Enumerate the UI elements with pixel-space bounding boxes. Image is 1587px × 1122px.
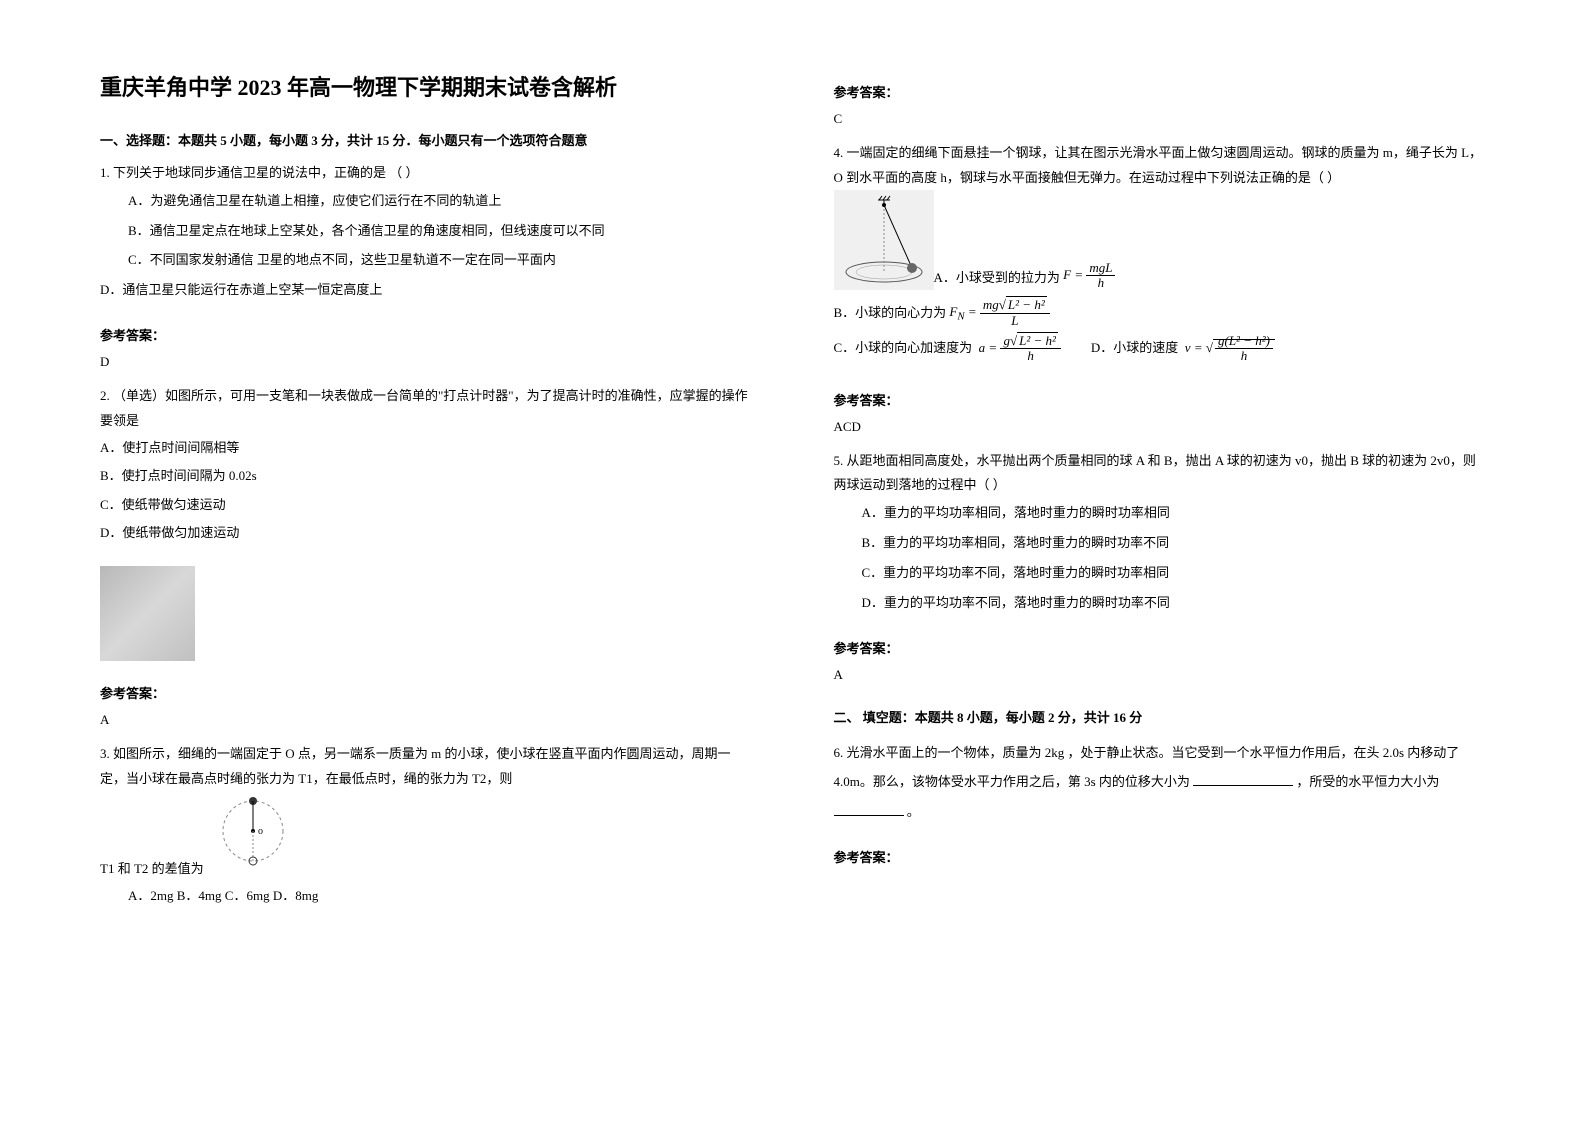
q4-option-b-text: B．小球的向心力为 (834, 301, 947, 324)
q4-row-b: B．小球的向心力为 FN = mg√L² − h²L (834, 298, 1488, 328)
q3-answer-label: 参考答案： (834, 82, 1488, 101)
q5-answer-label: 参考答案： (834, 638, 1488, 657)
question-5: 5. 从距地面相同高度处，水平抛出两个质量相同的球 A 和 B，抛出 A 球的初… (834, 449, 1488, 618)
page-title: 重庆羊角中学 2023 年高一物理下学期期末试卷含解析 (100, 70, 754, 102)
q4-option-c-text: C．小球的向心加速度为 (834, 340, 973, 355)
q6-part3: 。 (907, 804, 920, 819)
q1-option-a: A．为避免通信卫星在轨道上相撞，应使它们运行在不同的轨道上 (128, 186, 754, 216)
q2-answer-label: 参考答案： (100, 683, 754, 702)
right-column: 参考答案： C 4. 一端固定的细绳下面悬挂一个钢球，让其在图示光滑水平面上做匀… (834, 70, 1488, 1052)
section1-heading: 一、选择题：本题共 5 小题，每小题 3 分，共计 15 分．每小题只有一个选项… (100, 130, 754, 149)
q1-answer: D (100, 354, 754, 370)
question-6: 6. 光滑水平面上的一个物体，质量为 2kg ，处于静止状态。当它受到一个水平恒… (834, 738, 1488, 828)
q2-option-b: B．使打点时间间隔为 0.02s (100, 462, 754, 491)
question-3: 3. 如图所示，细绳的一端固定于 O 点，另一端系一质量为 m 的小球，使小球在… (100, 742, 754, 911)
q6-part2: ，所受的水平恒力大小为 (1296, 774, 1439, 789)
q4-figure (834, 190, 934, 290)
question-4: 4. 一端固定的细绳下面悬挂一个钢球，让其在图示光滑水平面上做匀速圆周运动。钢球… (834, 141, 1488, 370)
q3-options: A．2mg B．4mg C．6mg D．8mg (128, 881, 754, 911)
q4-answer: ACD (834, 419, 1488, 435)
q2-stem: 2. （单选）如图所示，可用一支笔和一块表做成一台简单的"打点计时器"，为了提高… (100, 384, 754, 433)
q1-option-b: B．通信卫星定点在地球上空某处，各个通信卫星的角速度相同，但线速度可以不同 (128, 216, 754, 246)
q3-answer: C (834, 111, 1488, 127)
q2-figure (100, 566, 195, 661)
q5-stem: 5. 从距地面相同高度处，水平抛出两个质量相同的球 A 和 B，抛出 A 球的初… (834, 449, 1488, 498)
q4-formula-a: F = mgLh (1060, 261, 1116, 291)
q3-figure: o (208, 791, 298, 881)
svg-text:o: o (258, 826, 263, 837)
q1-answer-label: 参考答案： (100, 325, 754, 344)
q1-stem: 1. 下列关于地球同步通信卫星的说法中，正确的是 （ ） (100, 161, 754, 186)
q2-option-c: C．使纸带做匀速运动 (100, 491, 754, 520)
q3-stem: 3. 如图所示，细绳的一端固定于 O 点，另一端系一质量为 m 的小球，使小球在… (100, 742, 754, 791)
q4-row-cd: C．小球的向心加速度为 a = g√L² − h²h D．小球的速度 v = √… (834, 334, 1488, 364)
q6-blank1 (1193, 773, 1293, 786)
q5-option-a: A．重力的平均功率相同，落地时重力的瞬时功率相同 (862, 498, 1488, 528)
q4-row-a: A．小球受到的拉力为 F = mgLh (834, 190, 1488, 290)
q1-option-d: D．通信卫星只能运行在赤道上空某一恒定高度上 (100, 275, 754, 305)
q5-option-c: C．重力的平均功率不同，落地时重力的瞬时功率相同 (862, 558, 1488, 588)
q3-tail: T1 和 T2 的差值为 (100, 857, 204, 882)
q6-blank2 (834, 803, 904, 816)
q2-answer: A (100, 712, 754, 728)
q4-answer-label: 参考答案： (834, 390, 1488, 409)
q4-option-a-text: A．小球受到的拉力为 (934, 266, 1060, 291)
question-2: 2. （单选）如图所示，可用一支笔和一块表做成一台简单的"打点计时器"，为了提高… (100, 384, 754, 548)
q5-option-d: D．重力的平均功率不同，落地时重力的瞬时功率不同 (862, 588, 1488, 618)
q5-option-b: B．重力的平均功率相同，落地时重力的瞬时功率不同 (862, 528, 1488, 558)
q1-option-c: C．不同国家发射通信 卫星的地点不同，这些卫星轨道不一定在同一平面内 (128, 245, 754, 275)
question-1: 1. 下列关于地球同步通信卫星的说法中，正确的是 （ ） A．为避免通信卫星在轨… (100, 161, 754, 305)
q4-stem: 4. 一端固定的细绳下面悬挂一个钢球，让其在图示光滑水平面上做匀速圆周运动。钢球… (834, 141, 1488, 190)
q2-option-a: A．使打点时间间隔相等 (100, 434, 754, 463)
q5-answer: A (834, 667, 1488, 683)
q4-formula-d: v = √g(L² − h²)h (1182, 339, 1275, 355)
q4-option-d-text: D．小球的速度 (1091, 340, 1178, 355)
left-column: 重庆羊角中学 2023 年高一物理下学期期末试卷含解析 一、选择题：本题共 5 … (100, 70, 754, 1052)
q6-answer-label: 参考答案： (834, 847, 1488, 866)
q2-option-d: D．使纸带做匀加速运动 (100, 519, 754, 548)
section2-heading: 二、 填空题：本题共 8 小题，每小题 2 分，共计 16 分 (834, 707, 1488, 726)
q4-formula-b: FN = mg√L² − h²L (946, 298, 1050, 328)
q4-formula-c: a = g√L² − h²h (975, 340, 1060, 355)
